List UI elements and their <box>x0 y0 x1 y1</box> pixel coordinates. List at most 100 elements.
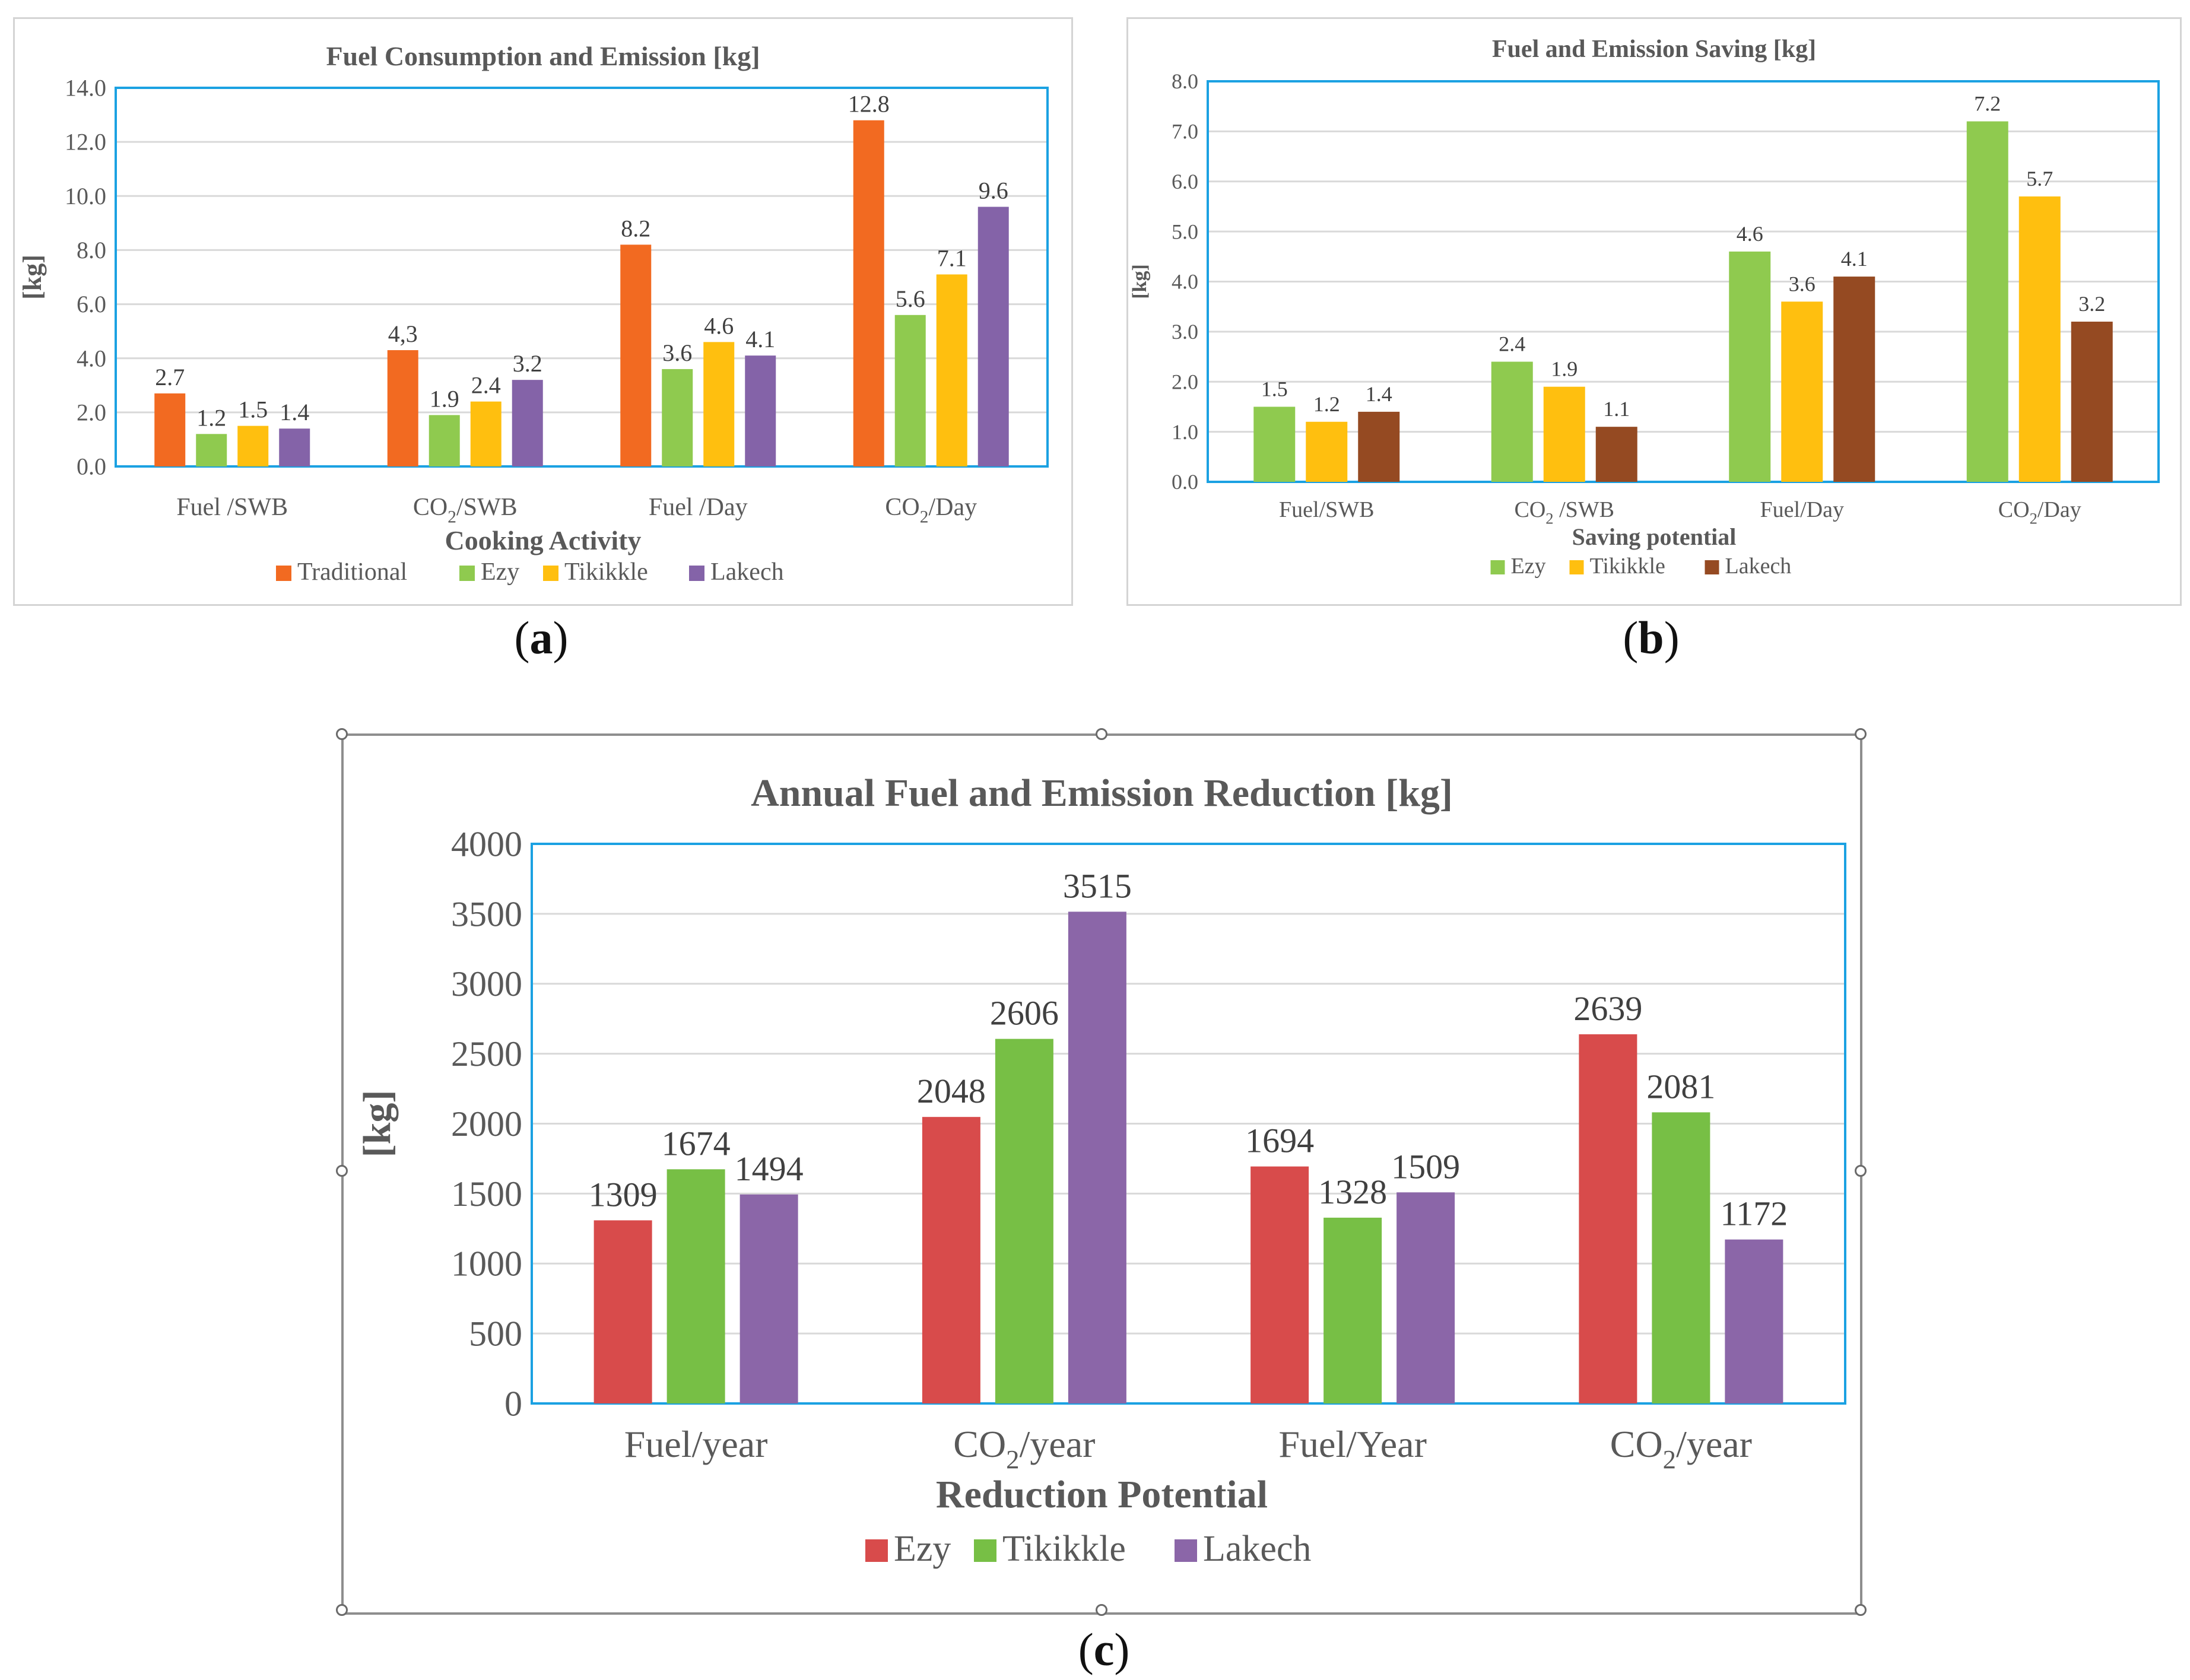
resize-handle-bottom-center[interactable] <box>1096 1604 1107 1616</box>
chart-c-bar-lakech <box>1396 1192 1455 1403</box>
chart-b-legend-label: Ezy <box>1511 554 1546 579</box>
chart-c-title: Annual Fuel and Emission Reduction [kg] <box>751 771 1453 815</box>
chart-b-bar-lakech <box>1358 411 1400 482</box>
chart-b-y-tick-label: 5.0 <box>1172 220 1198 243</box>
chart-b-data-label: 1.5 <box>1261 377 1288 401</box>
chart-b-bar-tikikkle <box>1306 421 1348 482</box>
chart-b-y-tick-label: 8.0 <box>1172 69 1198 93</box>
chart-c-legend-label: Tikikkle <box>1002 1529 1126 1569</box>
chart-b-x-tick-label: Fuel/SWB <box>1279 497 1374 522</box>
chart-a-legend-label: Lakech <box>710 558 784 586</box>
chart-c-bar-lakech <box>739 1194 798 1403</box>
resize-handle-top-left[interactable] <box>336 728 348 740</box>
caption-c: (c) <box>1078 1624 1130 1675</box>
chart-a-legend-swatch-traditional <box>276 566 291 581</box>
chart-c-data-label: 1172 <box>1720 1195 1788 1233</box>
resize-handle-middle-left[interactable] <box>336 1165 348 1177</box>
chart-c-data-label: 2081 <box>1646 1067 1715 1106</box>
chart-b-bar-ezy <box>1966 121 2008 482</box>
chart-b-x-tick-label: Fuel/Day <box>1760 497 1844 522</box>
chart-a-legend-label: Traditional <box>297 558 407 586</box>
chart-b-data-label: 4.1 <box>1841 247 1868 271</box>
caption-b: (b) <box>1623 612 1680 663</box>
resize-handle-bottom-right[interactable] <box>1855 1604 1867 1616</box>
chart-b-bar-tikikkle <box>1781 301 1823 482</box>
chart-b-data-label: 3.6 <box>1789 272 1816 296</box>
chart-b-y-tick-label: 7.0 <box>1172 120 1198 144</box>
chart-b-title: Fuel and Emission Saving [kg] <box>1492 36 1816 63</box>
chart-panel-a: Fuel Consumption and Emission [kg] 0.0 2.0… <box>13 17 1073 606</box>
chart-b-y-tick-label: 6.0 <box>1172 170 1198 193</box>
chart-b-y-tick-label: 3.0 <box>1172 320 1198 344</box>
resize-handle-top-right[interactable] <box>1855 728 1867 740</box>
chart-b-x-tick-label: CO2 /SWB <box>1515 497 1615 527</box>
chart-b-y-tick-label: 0.0 <box>1172 470 1198 494</box>
chart-c-x-tick-label: Fuel/year <box>624 1423 768 1465</box>
chart-b-data-label: 1.1 <box>1603 397 1630 421</box>
chart-b-bar-ezy <box>1253 406 1296 482</box>
chart-c-legend-swatch-lakech <box>1175 1539 1197 1562</box>
chart-c-legend-swatch-tikikkle <box>974 1539 996 1562</box>
chart-c-data-label: 1694 <box>1245 1122 1314 1160</box>
chart-c-x-tick-label: Fuel/Year <box>1278 1423 1427 1465</box>
resize-handle-top-center[interactable] <box>1096 728 1107 740</box>
chart-c-y-tick-label: 2500 <box>451 1034 522 1074</box>
chart-b-bar-ezy <box>1729 251 1771 482</box>
chart-c-y-tick-label: 1000 <box>451 1244 522 1284</box>
chart-a-legend-label: Ezy <box>481 558 519 586</box>
chart-a-legend-swatch-lakech <box>689 566 704 581</box>
chart-panel-b: Fuel and Emission Saving [kg] 0.0 1.0 2.0 3.… <box>1126 17 2182 606</box>
chart-a-y-tick-label: 6.0 <box>77 291 106 317</box>
chart-a-plot-frame <box>115 87 1049 468</box>
chart-b-legend-label: Lakech <box>1725 554 1792 579</box>
chart-panel-c[interactable]: Annual Fuel and Emission Reduction [kg] 0… <box>341 733 1862 1615</box>
chart-a-bar-tikikkle <box>703 342 735 466</box>
chart-a-data-label: 1.9 <box>430 385 459 412</box>
chart-c-bar-tikikkle <box>666 1169 725 1403</box>
chart-b-svg: Fuel and Emission Saving [kg] 0.0 1.0 2.0 3.… <box>1129 36 2160 579</box>
chart-a-data-label: 1.2 <box>196 404 226 431</box>
chart-a-data-label: 7.1 <box>937 244 967 271</box>
chart-c-bar-ezy <box>1579 1034 1637 1403</box>
chart-c-bar-tikikkle <box>1652 1112 1710 1403</box>
chart-a-bar-lakech <box>512 380 543 466</box>
resize-handle-bottom-left[interactable] <box>336 1604 348 1616</box>
chart-c-legend-label: Ezy <box>894 1529 951 1569</box>
chart-c-y-tick-label: 3500 <box>451 894 522 933</box>
chart-a-bar-traditional <box>853 120 884 466</box>
chart-a-data-label: 9.6 <box>979 177 1008 204</box>
chart-c-y-tick-label: 500 <box>469 1314 522 1354</box>
chart-b-bar-ezy <box>1491 361 1533 482</box>
chart-c-y-tick-label: 3000 <box>451 964 522 1003</box>
chart-a-x-tick-label: CO2/SWB <box>413 494 518 527</box>
chart-c-plot-frame <box>531 843 1846 1405</box>
chart-b-legend-swatch-lakech <box>1705 560 1719 574</box>
chart-a-data-label: 2.7 <box>155 364 185 390</box>
chart-a-x-tick-label: Fuel /SWB <box>176 494 288 521</box>
chart-b-data-label: 7.2 <box>1974 92 2001 116</box>
resize-handle-middle-right[interactable] <box>1855 1165 1867 1177</box>
chart-a-data-label: 4.1 <box>745 326 775 352</box>
chart-a-data-label: 5.6 <box>896 285 925 312</box>
chart-c-data-label: 1494 <box>735 1149 804 1188</box>
chart-a-y-axis-label: [kg] <box>18 255 47 300</box>
chart-c-x-axis-label: Reduction Potential <box>936 1473 1268 1516</box>
chart-c-data-label: 1674 <box>662 1124 731 1163</box>
chart-c-bar-tikikkle <box>995 1039 1053 1403</box>
chart-b-y-tick-label: 2.0 <box>1172 370 1198 393</box>
chart-b-data-label: 1.4 <box>1366 382 1392 406</box>
chart-c-data-label: 3515 <box>1063 866 1132 905</box>
chart-a-legend-swatch-ezy <box>459 566 475 581</box>
chart-a-y-tick-label: 14.0 <box>65 75 106 101</box>
chart-a-y-tick-label: 4.0 <box>77 345 106 371</box>
chart-c-legend-swatch-ezy <box>865 1539 888 1562</box>
chart-c-data-label: 1328 <box>1318 1173 1387 1211</box>
chart-b-legend-swatch-tikikkle <box>1569 560 1584 574</box>
chart-c-data-label: 2606 <box>990 994 1059 1033</box>
chart-c-y-tick-label: 0 <box>504 1384 522 1423</box>
chart-a-data-label: 3.2 <box>513 350 542 377</box>
chart-a-bar-ezy <box>894 315 926 466</box>
chart-c-svg: Annual Fuel and Emission Reduction [kg] 0… <box>356 771 1846 1569</box>
chart-a-data-label: 4.6 <box>704 312 734 339</box>
chart-a-legend-swatch-tikikkle <box>543 566 558 581</box>
